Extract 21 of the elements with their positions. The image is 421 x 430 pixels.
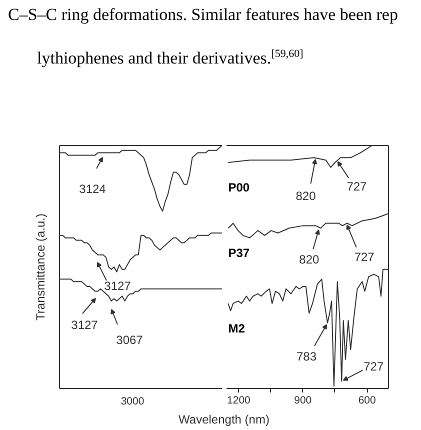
x-axis-title: Wavelength (nm) <box>178 412 270 426</box>
series-label: P00 <box>228 180 250 195</box>
annotation: 3127 <box>104 279 132 293</box>
x-tick-label: 1200 <box>227 394 251 406</box>
series-label: P37 <box>228 246 250 260</box>
x-tick-label: 900 <box>294 394 312 406</box>
annotation: 820 <box>299 252 320 267</box>
series-label: M2 <box>228 321 246 336</box>
y-axis-title: Transmittance (a.u.) <box>34 214 48 320</box>
annotation: 783 <box>296 349 317 364</box>
text: C–S–C ring deformations. Similar features have been rep <box>8 5 398 24</box>
annotation: 3127 <box>71 318 98 332</box>
annotation: 3124 <box>79 182 106 196</box>
text: 3000 <box>120 396 144 408</box>
text: lythiophenes and their derivatives.$^{[59,60]}$ <box>37 48 304 68</box>
annotation: 3067 <box>116 333 144 347</box>
x-tick-label: 600 <box>358 394 376 406</box>
annotation: 727 <box>354 250 375 264</box>
annotation: 727 <box>346 180 368 194</box>
annotation: 727 <box>364 360 384 374</box>
annotation: 820 <box>296 189 316 204</box>
